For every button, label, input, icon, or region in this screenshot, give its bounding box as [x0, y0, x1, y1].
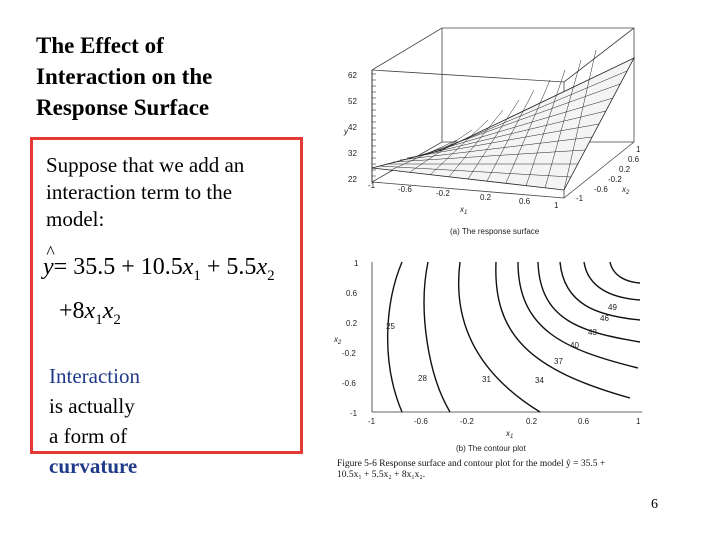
- intro-line: Suppose that we add an: [46, 153, 245, 177]
- x1-symbol: x: [84, 298, 96, 324]
- x1-subscript: 1: [95, 311, 103, 328]
- z-tick-label: 32: [348, 149, 357, 158]
- intro-line: interaction term to the: [46, 180, 233, 204]
- z-tick-label: 42: [348, 123, 357, 132]
- x2-tick-label: 1: [636, 145, 641, 154]
- equation-line-1: y= 35.5 + 10.5x1 + 5.5x2: [43, 242, 275, 285]
- contour-level-label: 25: [386, 322, 395, 331]
- contour-level-label: 43: [588, 328, 597, 337]
- z-tick-label: 62: [348, 71, 357, 80]
- x1-tick-label: 0.6: [578, 417, 590, 426]
- page-number: 6: [651, 497, 658, 512]
- x1-tick-label: 0.2: [526, 417, 538, 426]
- highlight-box: Suppose that we add an interaction term …: [30, 137, 303, 478]
- z-tick-label: 52: [348, 97, 357, 106]
- surface-caption: (a) The response surface: [450, 227, 540, 236]
- z-axis-minor-ticks: [372, 73, 376, 177]
- x1-tick-label: -1: [368, 417, 376, 426]
- response-surface-mesh: [371, 49, 635, 191]
- y-hat-symbol: y: [43, 242, 54, 281]
- x1-tick-label: -1: [368, 181, 376, 190]
- x1-tick-label: 0.6: [519, 197, 531, 206]
- equation-constant-term: = 35.5 + 10.5: [53, 254, 183, 280]
- title-line: The Effect of: [36, 33, 164, 58]
- x1-subscript: 1: [193, 267, 201, 284]
- figure-caption-line: 10.5x₁ + 5.5x₂ + 8x₁x₂.: [337, 470, 426, 480]
- z-axis-label: y: [343, 127, 349, 136]
- x2-tick-label: 0.2: [619, 165, 631, 174]
- x1-axis-label: x1: [459, 205, 467, 216]
- contour-level-label: 40: [570, 341, 579, 350]
- x1-tick-label: -0.6: [398, 185, 412, 194]
- x2-tick-label: 0.6: [346, 289, 358, 298]
- x2-axis-label: x2: [333, 335, 342, 346]
- x2-tick-label: -1: [576, 194, 584, 203]
- contour-caption: (b) The contour plot: [456, 444, 526, 453]
- x2-tick-label: 1: [354, 259, 359, 268]
- contour-level-label: 46: [600, 314, 609, 323]
- x2-tick-label: -0.6: [594, 185, 608, 194]
- figure-caption-line: Figure 5-6 Response surface and contour …: [337, 459, 606, 469]
- slide-title: The Effect of Interaction on the Respons…: [36, 30, 316, 123]
- contour-level-label: 31: [482, 375, 491, 384]
- x2-subscript: 2: [267, 267, 275, 284]
- note-line-2: a form of curvature: [49, 421, 294, 481]
- title-line: Interaction on the: [36, 64, 213, 89]
- x1-symbol: x: [182, 254, 194, 280]
- interaction-coefficient: +8: [59, 298, 85, 324]
- x1-axis-label: x1: [505, 429, 513, 440]
- x2-symbol: x: [256, 254, 268, 280]
- x1-tick-label: -0.6: [414, 417, 428, 426]
- equation-x2-coefficient: + 5.5: [200, 254, 257, 280]
- x2-tick-label: -1: [350, 409, 358, 418]
- contour-axes: [371, 262, 642, 413]
- x1-tick-label: 1: [636, 417, 641, 426]
- note-text: a form of: [49, 424, 128, 448]
- note-text: is actually: [49, 394, 135, 418]
- x1-tick-label: -0.2: [460, 417, 474, 426]
- curvature-keyword: curvature: [49, 454, 138, 478]
- contour-level-label: 37: [554, 357, 563, 366]
- x1-tick-label: 1: [554, 201, 559, 210]
- x2-tick-label: -0.6: [342, 379, 356, 388]
- contour-level-label: 34: [535, 376, 544, 385]
- x2-symbol: x: [102, 298, 114, 324]
- title-line: Response Surface: [36, 95, 210, 120]
- x1-tick-label: 0.2: [480, 193, 492, 202]
- x2-tick-label: 0.6: [628, 155, 640, 164]
- response-surface-figure: 62 52 42 32 22 y -1 -0.6 -0.2 0.2 0.6 1 …: [343, 27, 641, 236]
- interaction-keyword: Interaction: [49, 364, 140, 388]
- x2-tick-label: -0.2: [608, 175, 622, 184]
- contour-level-label: 28: [418, 374, 427, 383]
- interaction-note: Interaction is actually a form of curvat…: [49, 361, 294, 481]
- contour-level-labels: 25 28 31 34 37 40 43 46 49: [386, 303, 617, 385]
- x1-tick-label: -0.2: [436, 189, 450, 198]
- intro-line: model:: [46, 207, 105, 231]
- contour-level-label: 49: [608, 303, 617, 312]
- x2-tick-label: 0.2: [346, 319, 358, 328]
- z-tick-label: 22: [348, 175, 357, 184]
- contour-lines: [386, 261, 641, 413]
- contour-plot-figure: 1 0.6 0.2 -0.2 -0.6 -1 x2 25 28 31 34 37…: [333, 259, 642, 453]
- x2-tick-label: -0.2: [342, 349, 356, 358]
- equation-line-2: +8x1x2: [59, 298, 121, 329]
- intro-text: Suppose that we add an interaction term …: [46, 152, 301, 233]
- x2-subscript: 2: [113, 311, 121, 328]
- x2-axis-label: x2: [621, 185, 630, 196]
- figure-caption: Figure 5-6 Response surface and contour …: [337, 459, 697, 481]
- note-line-1: Interaction is actually: [49, 361, 294, 421]
